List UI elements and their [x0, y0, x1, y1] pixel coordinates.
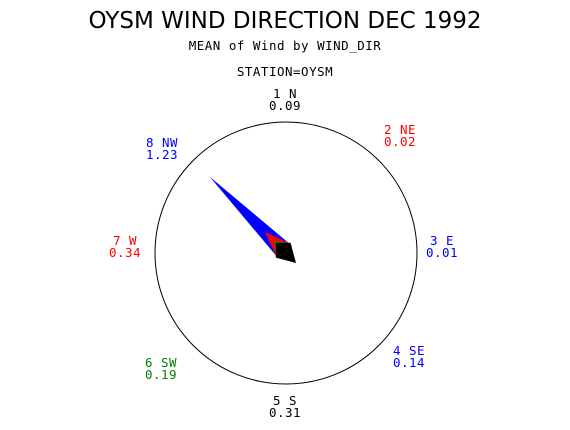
- chart-title: OYSM WIND DIRECTION DEC 1992: [88, 8, 481, 34]
- direction-label: 6 SW: [145, 355, 177, 370]
- direction-value: 0.09: [269, 98, 301, 113]
- direction-labels: 1 N0.09 2 NE0.02 3 E0.01 4 SE0.14 5 S0.31 6 S…: [109, 86, 458, 420]
- compass-circle: [154, 121, 418, 385]
- direction-value: 1.23: [146, 147, 178, 162]
- direction-label: 4 SE: [393, 343, 425, 358]
- station-label: STATION=OYSM: [237, 64, 333, 79]
- direction-value: 0.34: [109, 245, 141, 260]
- direction-label: 3 E: [430, 233, 454, 248]
- direction-label: 8 NW: [146, 135, 178, 150]
- direction-label: 7 W: [113, 233, 137, 248]
- wind-wedges: [209, 176, 296, 263]
- chart-subtitle: MEAN of Wind by WIND_DIR: [189, 38, 382, 53]
- direction-value: 0.01: [426, 245, 458, 260]
- direction-label: 2 NE: [384, 122, 416, 137]
- direction-value: 0.19: [145, 367, 177, 382]
- direction-value: 0.14: [393, 355, 425, 370]
- direction-label: 5 S: [273, 393, 297, 408]
- wind-wedge: [275, 242, 296, 263]
- direction-label: 1 N: [273, 86, 297, 101]
- direction-value: 0.02: [384, 134, 416, 149]
- direction-value: 0.31: [269, 405, 301, 420]
